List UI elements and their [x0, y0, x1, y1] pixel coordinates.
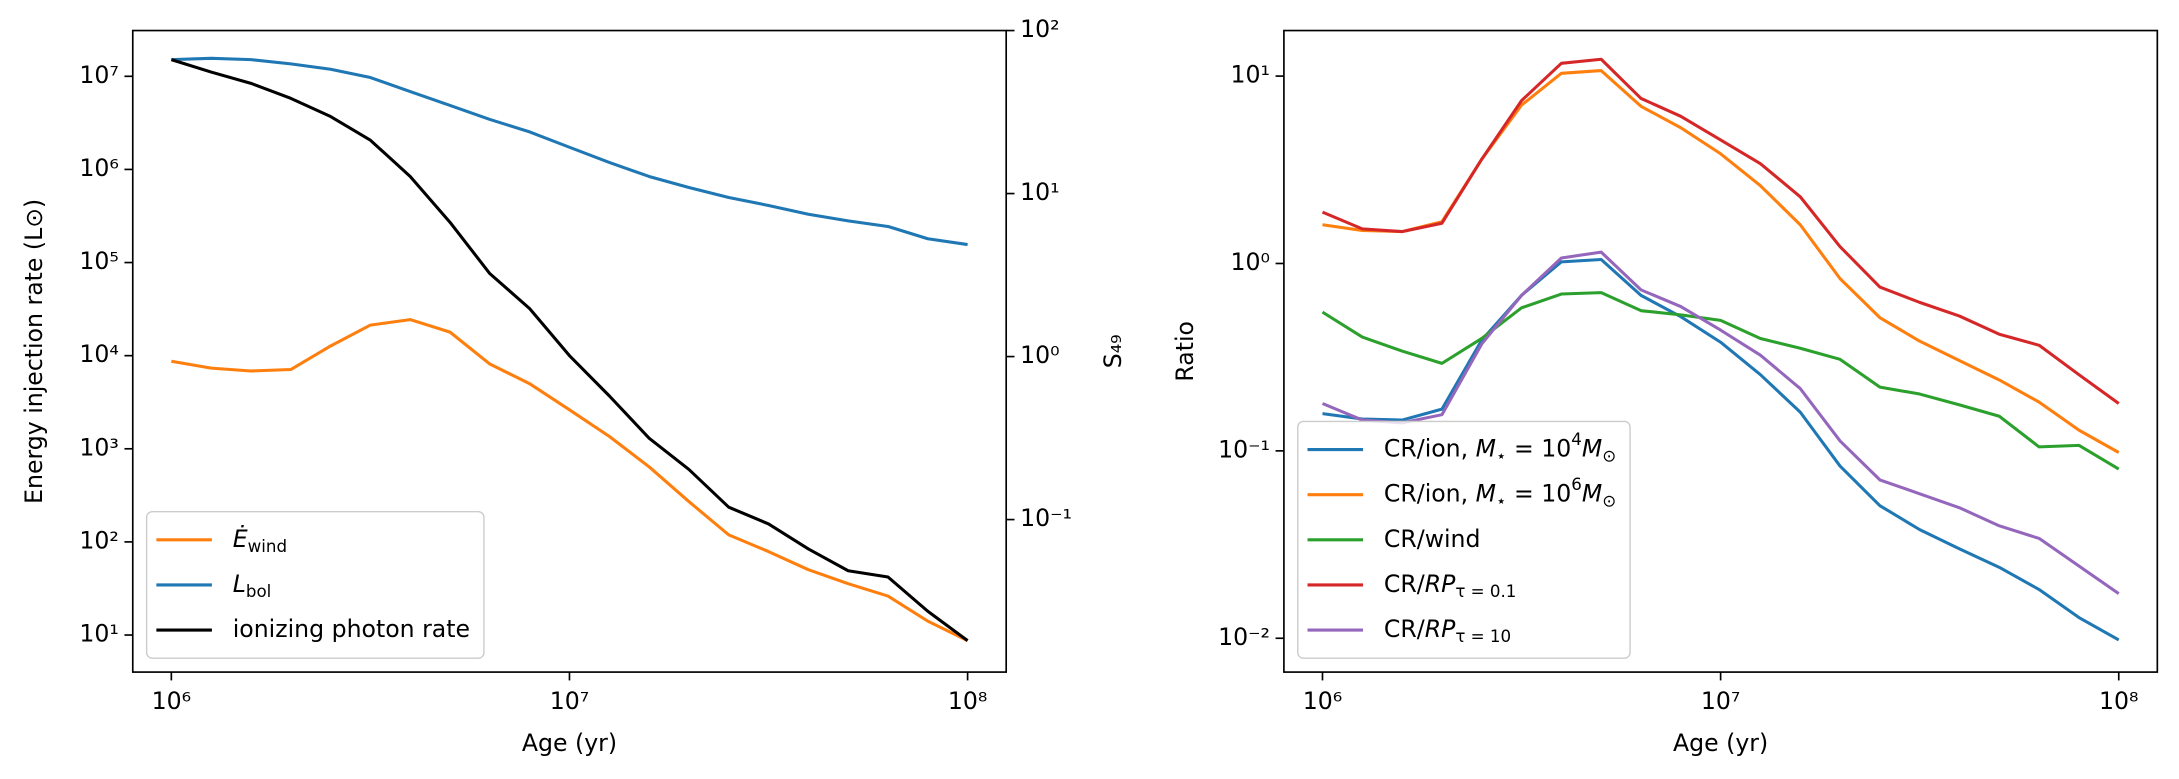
- label-part: ⋆: [1496, 491, 1506, 510]
- x-axis-label: Age (yr): [1673, 729, 1768, 757]
- label-part: M: [1476, 434, 1496, 462]
- label-part: 4: [1571, 429, 1582, 448]
- legend-box: [1297, 420, 1631, 659]
- y2-axis-label: S₄₉: [1099, 334, 1127, 368]
- data-line: [1321, 250, 2120, 595]
- label-part: RP: [1425, 615, 1456, 643]
- y-tick-label: 10⁴: [79, 340, 118, 368]
- y-tick-label: 10⁻¹: [1218, 435, 1270, 463]
- label-part: RP: [1425, 569, 1456, 597]
- x-tick-label: 10⁶: [1303, 687, 1342, 715]
- y2-tick-label: 10⁻¹: [1020, 504, 1072, 532]
- label-part: ⊙: [1602, 446, 1616, 465]
- y-tick-label: 10⁷: [79, 61, 118, 89]
- legend-label: ionizing photon rate: [233, 615, 470, 643]
- data-line: [170, 58, 969, 642]
- x-axis-label: Age (yr): [522, 729, 617, 757]
- label-part: CR/ion,: [1384, 434, 1476, 462]
- label-part: = 10: [1506, 434, 1571, 462]
- x-tick-label: 10⁷: [1701, 687, 1740, 715]
- label-part: CR/wind: [1384, 524, 1481, 552]
- label-part: ionizing photon rate: [233, 615, 470, 643]
- legend: CR/ion, M⋆ = 104M⊙CR/ion, M⋆ = 106M⊙CR/w…: [1297, 420, 1631, 659]
- label-part: Ė: [233, 524, 248, 552]
- label-part: CR/: [1384, 569, 1425, 597]
- y-tick-label: 10¹: [1231, 61, 1270, 89]
- y-tick-label: 10⁻²: [1218, 623, 1270, 651]
- legend-label: CR/wind: [1384, 524, 1481, 552]
- x-tick-label: 10⁸: [948, 687, 987, 715]
- legend-label: CR/ion, M⋆ = 106M⊙: [1384, 474, 1616, 510]
- label-part: τ = 10: [1455, 627, 1511, 646]
- data-line: [1321, 291, 2120, 471]
- y2-tick-label: 10⁰: [1020, 341, 1059, 369]
- x-tick-label: 10⁸: [2099, 687, 2138, 715]
- label-part: bol: [246, 581, 271, 600]
- label-part: CR/ion,: [1384, 479, 1476, 507]
- legend-label: CR/ion, M⋆ = 104M⊙: [1384, 429, 1616, 465]
- y-tick-label: 10⁵: [79, 247, 118, 275]
- x-tick-label: 10⁶: [152, 687, 191, 715]
- y-tick-label: 10³: [79, 433, 118, 461]
- y2-tick-label: 10¹: [1020, 178, 1059, 206]
- legend-label: CR/RPτ = 0.1: [1384, 569, 1517, 600]
- y-axis-label: Energy injection rate (L⊙): [20, 199, 48, 504]
- data-line: [171, 56, 968, 247]
- y-axis-label: Ratio: [1171, 321, 1199, 382]
- label-part: ⊙: [1602, 491, 1616, 510]
- legend-label: Ėwind: [233, 524, 287, 555]
- y-tick-label: 10⁰: [1231, 248, 1270, 276]
- legend-box: [145, 511, 485, 659]
- y-tick-label: 10⁶: [79, 154, 118, 182]
- label-part: M: [1582, 434, 1602, 462]
- y-tick-label: 10²: [79, 526, 118, 554]
- data-line: [171, 318, 969, 643]
- y-tick-label: 10¹: [79, 620, 118, 648]
- label-part: L: [233, 569, 246, 597]
- data-line: [1322, 257, 2120, 642]
- label-part: wind: [248, 536, 287, 555]
- data-line: [1322, 69, 2120, 454]
- label-part: CR/: [1384, 615, 1425, 643]
- label-part: 6: [1571, 474, 1582, 493]
- label-part: ⋆: [1496, 446, 1506, 465]
- x-tick-label: 10⁷: [550, 687, 589, 715]
- label-part: M: [1476, 479, 1496, 507]
- data-line: [1321, 57, 2120, 405]
- legend-label: CR/RPτ = 10: [1384, 615, 1511, 646]
- label-part: M: [1582, 479, 1602, 507]
- legend-label: Lbol: [233, 569, 272, 600]
- label-part: = 10: [1506, 479, 1571, 507]
- y2-tick-label: 10²: [1020, 15, 1059, 43]
- label-part: τ = 0.1: [1455, 581, 1516, 600]
